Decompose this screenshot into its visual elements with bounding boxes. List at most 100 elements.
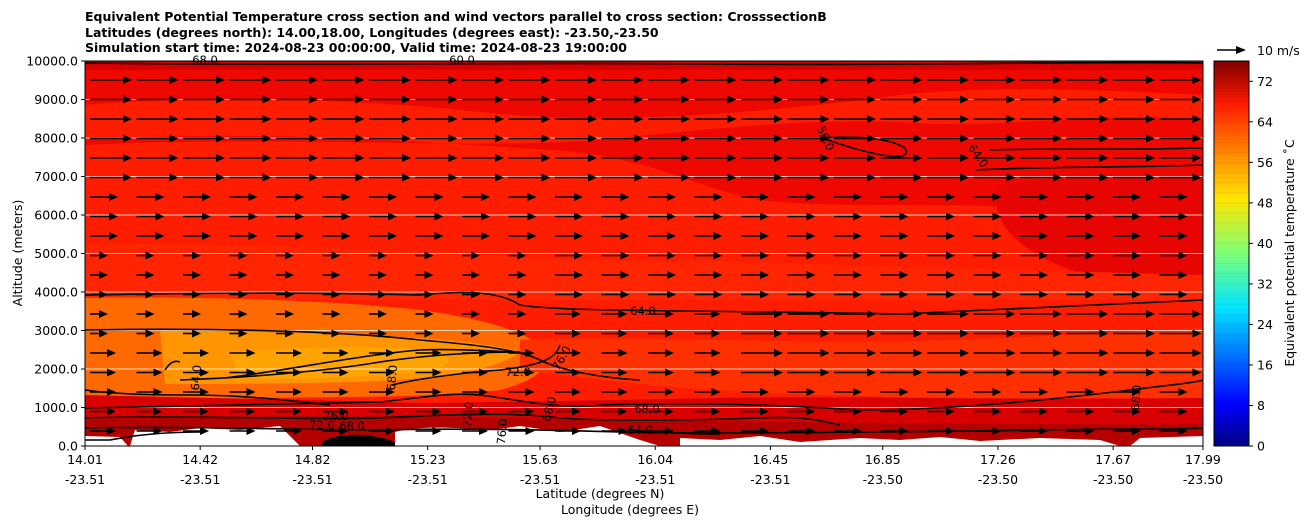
wind-vector <box>415 134 458 143</box>
x-tick-label-lon: -23.50 <box>1093 472 1133 487</box>
wind-vector <box>508 212 537 221</box>
wind-vector <box>741 310 783 318</box>
wind-vector <box>1113 76 1155 84</box>
wind-vector <box>508 251 527 260</box>
wind-vector <box>1159 349 1202 357</box>
wind-vector <box>415 193 444 201</box>
wind-vector <box>741 115 783 123</box>
wind-vector <box>741 95 783 104</box>
wind-vector <box>136 154 179 162</box>
wind-vector <box>462 251 480 260</box>
wind-vector <box>90 76 132 84</box>
wind-vector <box>276 193 304 201</box>
wind-vector <box>90 329 108 338</box>
wind-vector <box>601 271 630 279</box>
gridlines <box>85 99 1203 408</box>
wind-vector <box>741 212 769 221</box>
wind-vector <box>183 76 225 84</box>
wind-vector <box>508 310 527 318</box>
wind-vector <box>183 329 201 338</box>
wind-vector <box>415 271 434 279</box>
wind-vector <box>834 115 876 123</box>
wind-vector <box>601 407 628 416</box>
wind-vector <box>462 310 480 318</box>
wind-vector <box>1113 407 1141 416</box>
wind-vector <box>555 193 583 201</box>
wind-vector <box>322 388 349 396</box>
wind-vector <box>694 154 737 162</box>
x-tick-label-lon: -23.51 <box>408 472 448 487</box>
wind-vector <box>90 290 108 299</box>
wind-vector <box>229 193 258 201</box>
wind-vector <box>90 368 116 377</box>
wind-vector <box>136 427 163 435</box>
wind-vector <box>369 407 395 416</box>
wind-vector <box>183 290 201 299</box>
wind-vector <box>555 310 581 318</box>
wind-vector <box>322 290 341 299</box>
x-tick-label-lon: -23.51 <box>65 472 105 487</box>
wind-vector <box>462 154 504 162</box>
wind-vector <box>90 115 132 123</box>
x-tick-label-lat: 17.26 <box>980 452 1016 467</box>
wind-vector <box>927 173 969 182</box>
wind-vector <box>136 232 165 240</box>
wind-vector <box>136 368 163 377</box>
wind-vector <box>787 349 830 357</box>
wind-vector <box>369 76 411 84</box>
x-tick-label-lon: -23.51 <box>292 472 332 487</box>
wind-vector <box>322 95 365 104</box>
wind-vector <box>973 76 1016 84</box>
wind-vector <box>741 368 783 377</box>
wind-vector <box>648 271 676 279</box>
wind-vector <box>369 388 395 396</box>
wind-vector <box>601 290 630 299</box>
wind-vector <box>1020 115 1062 123</box>
x-tick-label-lat: 17.67 <box>1095 452 1131 467</box>
wind-vector <box>880 212 909 221</box>
y-tick-label: 0.0 <box>58 439 78 454</box>
wind-vector <box>741 349 783 357</box>
wind-vector <box>694 290 723 299</box>
wind-vector <box>648 212 676 221</box>
wind-vector <box>834 193 862 201</box>
y-tick-label: 6000.0 <box>34 208 78 223</box>
wind-vector <box>1066 368 1109 377</box>
wind-vector <box>276 173 318 182</box>
contour-label: 72.0 <box>460 401 476 428</box>
wind-vector <box>834 134 876 143</box>
wind-vector <box>183 310 201 318</box>
contour-label: 68.0 <box>384 364 400 391</box>
contour-label: 64.0 <box>630 304 656 318</box>
y-tick-label: 7000.0 <box>34 169 78 184</box>
wind-vector <box>415 212 444 221</box>
wind-vector <box>90 134 132 143</box>
wind-vector <box>415 95 458 104</box>
wind-vector <box>1113 368 1155 377</box>
wind-vector <box>90 407 116 416</box>
wind-vector <box>322 407 349 416</box>
colorbar-tick-label: 16 <box>1257 357 1273 372</box>
wind-vector <box>462 349 488 357</box>
wind-vector <box>973 232 1002 240</box>
wind-vector <box>694 349 721 357</box>
wind-vector <box>1066 76 1109 84</box>
wind-vector <box>973 290 1002 299</box>
y-tick-label: 5000.0 <box>34 246 78 261</box>
wind-vector <box>1020 212 1048 221</box>
wind-vector <box>183 95 225 104</box>
wind-vector <box>694 329 721 338</box>
wind-vector <box>648 115 690 123</box>
wind-vector <box>415 115 458 123</box>
wind-vector <box>322 134 365 143</box>
colorbar-label: Equivalent potential temperature ˚C <box>1282 139 1297 367</box>
x-axis-label-longitude: Longitude (degrees E) <box>560 502 700 517</box>
wind-vector <box>322 76 365 84</box>
wind-vector <box>90 349 116 357</box>
wind-vector <box>276 251 294 260</box>
wind-vector <box>1066 95 1109 104</box>
wind-vector <box>973 115 1016 123</box>
wind-vector <box>1066 349 1109 357</box>
wind-vector <box>927 407 955 416</box>
